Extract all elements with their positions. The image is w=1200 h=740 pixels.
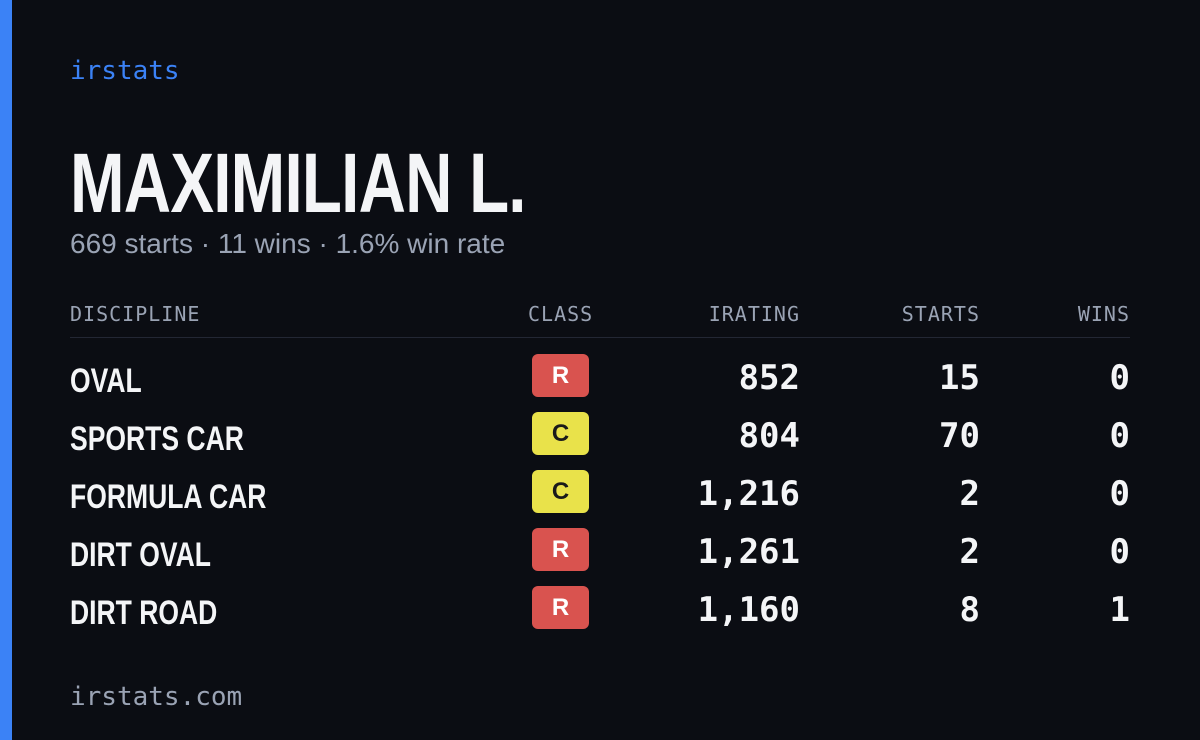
wins: 0 <box>1109 474 1130 514</box>
class-badge: R <box>532 586 589 629</box>
irating: 852 <box>738 358 800 398</box>
header-rule <box>70 337 1130 338</box>
discipline: FORMULA CAR <box>70 478 267 516</box>
starts: 2 <box>959 474 980 514</box>
starts: 70 <box>939 416 980 456</box>
wins: 0 <box>1109 532 1130 572</box>
class-badge: C <box>532 412 589 455</box>
summary: 669 starts · 11 wins · 1.6% win rate <box>70 228 506 259</box>
wins: 0 <box>1109 358 1130 398</box>
class-badge: R <box>532 528 589 571</box>
column-header: IRATING <box>708 302 800 326</box>
starts: 15 <box>939 358 980 398</box>
irating: 1,160 <box>697 590 800 630</box>
column-header: WINS <box>1077 302 1130 326</box>
starts: 2 <box>959 532 980 572</box>
driver-name: MAXIMILIAN L. <box>70 136 527 230</box>
class-badge: R <box>532 354 589 397</box>
class-badge: C <box>532 470 589 513</box>
discipline: SPORTS CAR <box>70 420 244 458</box>
irating: 1,216 <box>697 474 800 514</box>
column-header: CLASS <box>528 302 594 326</box>
column-header: STARTS <box>901 302 980 326</box>
discipline: DIRT ROAD <box>70 594 218 632</box>
wins: 0 <box>1109 416 1130 456</box>
starts: 8 <box>959 590 980 630</box>
irating: 1,261 <box>697 532 800 572</box>
footer-site: irstats.com <box>70 682 243 712</box>
discipline: DIRT OVAL <box>70 536 211 574</box>
discipline: OVAL <box>70 362 142 400</box>
irating: 804 <box>738 416 800 456</box>
wins: 1 <box>1109 590 1130 630</box>
column-header: DISCIPLINE <box>70 302 201 326</box>
brand: irstats <box>70 56 180 86</box>
accent-bar <box>0 0 12 740</box>
